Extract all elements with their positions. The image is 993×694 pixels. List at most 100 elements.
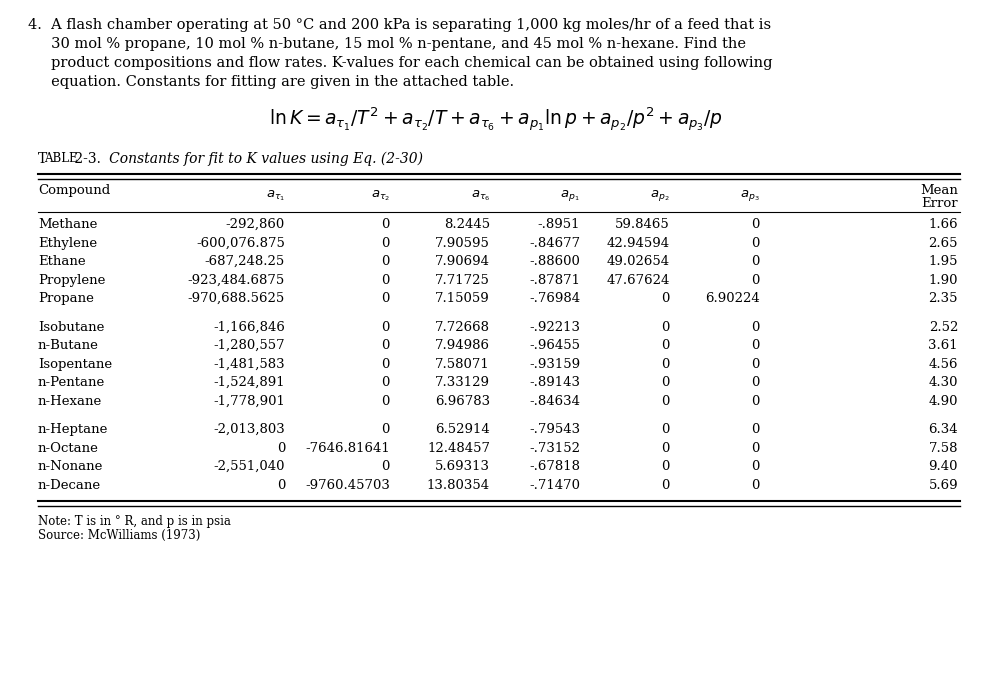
Text: 0: 0 <box>752 273 760 287</box>
Text: 2.52: 2.52 <box>928 321 958 334</box>
Text: product compositions and flow rates. K-values for each chemical can be obtained : product compositions and flow rates. K-v… <box>28 56 773 70</box>
Text: 0: 0 <box>752 441 760 455</box>
Text: Isopentane: Isopentane <box>38 357 112 371</box>
Text: 0: 0 <box>752 394 760 407</box>
Text: 0: 0 <box>661 423 670 436</box>
Text: -.96455: -.96455 <box>529 339 580 352</box>
Text: 12.48457: 12.48457 <box>427 441 490 455</box>
Text: 0: 0 <box>277 478 285 491</box>
Text: 5.69313: 5.69313 <box>435 460 490 473</box>
Text: Source: McWilliams (1973): Source: McWilliams (1973) <box>38 529 201 542</box>
Text: -7646.81641: -7646.81641 <box>305 441 390 455</box>
Text: 5.69: 5.69 <box>928 478 958 491</box>
Text: 7.90694: 7.90694 <box>435 255 490 268</box>
Text: 0: 0 <box>381 394 390 407</box>
Text: 7.58: 7.58 <box>928 441 958 455</box>
Text: ABLE: ABLE <box>44 152 77 165</box>
Text: 0: 0 <box>661 357 670 371</box>
Text: 3.61: 3.61 <box>928 339 958 352</box>
Text: 0: 0 <box>661 478 670 491</box>
Text: 4.90: 4.90 <box>928 394 958 407</box>
Text: n-Butane: n-Butane <box>38 339 99 352</box>
Text: 0: 0 <box>381 321 390 334</box>
Text: -.89143: -.89143 <box>529 376 580 389</box>
Text: Isobutane: Isobutane <box>38 321 104 334</box>
Text: equation. Constants for fitting are given in the attached table.: equation. Constants for fitting are give… <box>28 75 514 89</box>
Text: -1,778,901: -1,778,901 <box>213 394 285 407</box>
Text: -1,481,583: -1,481,583 <box>213 357 285 371</box>
Text: 0: 0 <box>381 339 390 352</box>
Text: $a_{\tau_1}$: $a_{\tau_1}$ <box>266 188 285 203</box>
Text: n-Nonane: n-Nonane <box>38 460 103 473</box>
Text: -.8951: -.8951 <box>537 218 580 231</box>
Text: 0: 0 <box>752 357 760 371</box>
Text: n-Octane: n-Octane <box>38 441 99 455</box>
Text: -1,524,891: -1,524,891 <box>213 376 285 389</box>
Text: 59.8465: 59.8465 <box>616 218 670 231</box>
Text: 7.72668: 7.72668 <box>435 321 490 334</box>
Text: 0: 0 <box>752 321 760 334</box>
Text: -.93159: -.93159 <box>529 357 580 371</box>
Text: -2,551,040: -2,551,040 <box>213 460 285 473</box>
Text: -2,013,803: -2,013,803 <box>213 423 285 436</box>
Text: 0: 0 <box>661 321 670 334</box>
Text: -.71470: -.71470 <box>529 478 580 491</box>
Text: 0: 0 <box>381 357 390 371</box>
Text: -.73152: -.73152 <box>529 441 580 455</box>
Text: 0: 0 <box>277 441 285 455</box>
Text: 0: 0 <box>381 292 390 305</box>
Text: 0: 0 <box>752 478 760 491</box>
Text: 6.90224: 6.90224 <box>705 292 760 305</box>
Text: 0: 0 <box>661 339 670 352</box>
Text: 0: 0 <box>661 394 670 407</box>
Text: 0: 0 <box>381 273 390 287</box>
Text: Error: Error <box>922 197 958 210</box>
Text: 0: 0 <box>752 376 760 389</box>
Text: $\ln K = a_{\tau_1}/T^2 + a_{\tau_2}/T + a_{\tau_6} + a_{p_1}\ln p + a_{p_2}/p^2: $\ln K = a_{\tau_1}/T^2 + a_{\tau_2}/T +… <box>269 106 723 134</box>
Text: -.84677: -.84677 <box>529 237 580 250</box>
Text: 0: 0 <box>381 255 390 268</box>
Text: 7.58071: 7.58071 <box>435 357 490 371</box>
Text: 0: 0 <box>381 218 390 231</box>
Text: 6.34: 6.34 <box>928 423 958 436</box>
Text: 13.80354: 13.80354 <box>427 478 490 491</box>
Text: -.76984: -.76984 <box>529 292 580 305</box>
Text: -687,248.25: -687,248.25 <box>205 255 285 268</box>
Text: Mean: Mean <box>921 184 958 197</box>
Text: T: T <box>38 152 48 166</box>
Text: 0: 0 <box>381 237 390 250</box>
Text: -923,484.6875: -923,484.6875 <box>188 273 285 287</box>
Text: 0: 0 <box>752 460 760 473</box>
Text: -.79543: -.79543 <box>529 423 580 436</box>
Text: Propylene: Propylene <box>38 273 105 287</box>
Text: 1.90: 1.90 <box>928 273 958 287</box>
Text: 7.90595: 7.90595 <box>435 237 490 250</box>
Text: 1.66: 1.66 <box>928 218 958 231</box>
Text: -1,280,557: -1,280,557 <box>213 339 285 352</box>
Text: $a_{\tau_6}$: $a_{\tau_6}$ <box>471 188 490 203</box>
Text: 4.  A flash chamber operating at 50 °C and 200 kPa is separating 1,000 kg moles/: 4. A flash chamber operating at 50 °C an… <box>28 18 772 32</box>
Text: Propane: Propane <box>38 292 94 305</box>
Text: $a_{\tau_2}$: $a_{\tau_2}$ <box>370 188 390 203</box>
Text: 9.40: 9.40 <box>928 460 958 473</box>
Text: -970,688.5625: -970,688.5625 <box>188 292 285 305</box>
Text: n-Hexane: n-Hexane <box>38 394 102 407</box>
Text: 0: 0 <box>752 423 760 436</box>
Text: -.87871: -.87871 <box>529 273 580 287</box>
Text: 7.15059: 7.15059 <box>435 292 490 305</box>
Text: n-Decane: n-Decane <box>38 478 101 491</box>
Text: 7.71725: 7.71725 <box>435 273 490 287</box>
Text: 0: 0 <box>752 237 760 250</box>
Text: 0: 0 <box>752 218 760 231</box>
Text: -9760.45703: -9760.45703 <box>305 478 390 491</box>
Text: 0: 0 <box>381 460 390 473</box>
Text: 0: 0 <box>661 441 670 455</box>
Text: 0: 0 <box>752 339 760 352</box>
Text: 2.65: 2.65 <box>928 237 958 250</box>
Text: 47.67624: 47.67624 <box>607 273 670 287</box>
Text: 2.35: 2.35 <box>928 292 958 305</box>
Text: 0: 0 <box>661 460 670 473</box>
Text: n-Pentane: n-Pentane <box>38 376 105 389</box>
Text: Note: T is in ° R, and p is in psia: Note: T is in ° R, and p is in psia <box>38 515 231 528</box>
Text: 30 mol % propane, 10 mol % n-butane, 15 mol % n-pentane, and 45 mol % n-hexane. : 30 mol % propane, 10 mol % n-butane, 15 … <box>28 37 746 51</box>
